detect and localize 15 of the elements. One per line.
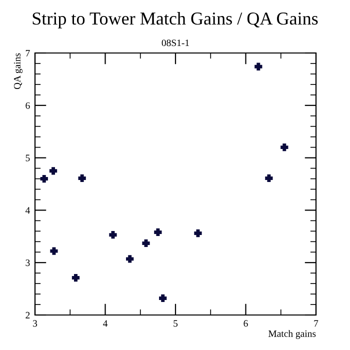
y-tick-label: 7 <box>26 50 30 56</box>
chart-title: Strip to Tower Match Gains / QA Gains <box>32 12 318 28</box>
x-tick-label: 4 <box>103 320 108 327</box>
x-tick-label: 7 <box>314 320 318 327</box>
y-tick-label: 5 <box>26 154 30 162</box>
y-tick-label: 4 <box>25 207 30 214</box>
y-tick-label: 6 <box>26 102 30 109</box>
y-tick-label: 2 <box>26 312 30 318</box>
x-tick-label: 5 <box>174 320 178 327</box>
y-axis-title: QA gains <box>14 53 22 90</box>
x-tick-label: 6 <box>244 320 248 327</box>
x-axis-title: Match gains <box>268 330 316 339</box>
x-tick-label: 3 <box>33 320 38 327</box>
y-tick-label: 3 <box>26 260 30 266</box>
chart-subtitle: 08S1-1 <box>162 40 189 46</box>
